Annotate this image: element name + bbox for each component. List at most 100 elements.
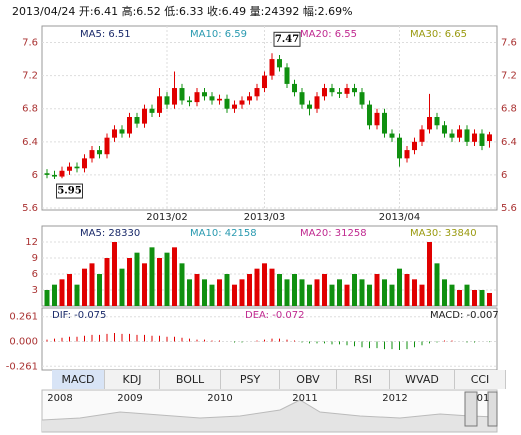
legend-label: MA5: 6.51 <box>80 29 131 40</box>
candle-body <box>374 112 380 126</box>
volume-bar <box>89 263 95 306</box>
indicator-tab[interactable]: MACD <box>52 370 105 389</box>
volume-bar <box>284 279 290 306</box>
candle-body <box>322 88 327 97</box>
candle-body <box>97 150 102 155</box>
legend-label: MA10: 6.59 <box>190 29 247 40</box>
timeline-label: 2008 <box>47 393 72 404</box>
y-tick-label: 6.4 <box>22 137 38 148</box>
y-tick-label: 5.6 <box>501 203 517 214</box>
legend-label: MA5: 28330 <box>80 228 140 239</box>
y-tick-label: 6 <box>32 170 38 181</box>
volume-bar <box>359 279 365 306</box>
volume-bar <box>224 274 230 306</box>
scroll-handle[interactable] <box>487 391 498 427</box>
indicator-tab[interactable]: PSY <box>221 370 280 389</box>
legend-label: MA30: 6.65 <box>410 29 467 40</box>
candle-body <box>404 150 410 159</box>
candle-body <box>352 88 357 93</box>
candle-body <box>292 83 297 93</box>
volume-bar <box>374 274 380 306</box>
candle-body <box>247 96 252 101</box>
volume-bar <box>254 268 260 306</box>
candle-body <box>367 104 372 126</box>
scroll-handle[interactable] <box>464 391 478 427</box>
candle-body <box>74 166 80 169</box>
x-tick-label: 2013/04 <box>379 212 421 223</box>
legend-label: DIF: -0.075 <box>52 310 106 321</box>
volume-bar <box>329 284 335 306</box>
y-tick-label: 6.4 <box>501 137 517 148</box>
candle-body <box>104 137 110 155</box>
candle-body <box>127 117 132 134</box>
indicator-tab[interactable]: WVAD <box>390 370 455 389</box>
indicator-tab[interactable]: BOLL <box>160 370 221 389</box>
candle-body <box>464 129 470 142</box>
candle-body <box>164 96 170 105</box>
candle-body <box>419 129 425 142</box>
volume-bar <box>164 252 170 306</box>
candle-body <box>52 174 57 177</box>
candle-body <box>157 96 162 113</box>
candle-body <box>359 92 365 105</box>
y-tick-label: 9 <box>32 253 38 264</box>
volume-bar <box>59 279 65 306</box>
candle-body <box>172 88 177 105</box>
legend-label: DEA: -0.072 <box>245 310 304 321</box>
volume-bar <box>187 279 192 306</box>
candle-body <box>112 129 117 138</box>
volume-bar <box>352 274 357 306</box>
y-tick-label: 7.6 <box>501 38 517 49</box>
volume-bar <box>179 263 185 306</box>
candle-body <box>202 92 207 97</box>
header: 2013/04/24 开:6.41 高:6.52 低:6.33 收:6.49 量… <box>12 4 353 18</box>
candle-body <box>82 158 87 169</box>
candle-body <box>67 166 72 171</box>
candle-body <box>224 98 230 109</box>
volume-bar <box>232 284 237 306</box>
y-tick-label: 7.6 <box>22 38 38 49</box>
volume-bar <box>479 290 485 306</box>
y-tick-label: 12 <box>25 237 38 248</box>
indicator-tab[interactable]: OBV <box>280 370 337 389</box>
indicator-tab[interactable]: CCI <box>455 370 506 389</box>
candle-body <box>194 92 200 103</box>
volume-bar <box>367 284 372 306</box>
volume-bar <box>74 284 80 306</box>
candle-body <box>209 96 215 101</box>
volume-bar <box>434 263 440 306</box>
volume-bar <box>194 274 200 306</box>
candle-body <box>442 125 447 134</box>
candle-body <box>217 98 222 101</box>
timeline-label: 2010 <box>207 393 232 404</box>
candle-body <box>412 141 417 151</box>
candle-body <box>449 133 455 138</box>
volume-bar <box>389 284 395 306</box>
volume-bar <box>487 292 492 306</box>
price-panel <box>41 25 498 211</box>
volume-bar <box>157 258 162 306</box>
candle-body <box>314 96 320 109</box>
volume-bar <box>457 290 462 306</box>
legend-label: MA10: 42158 <box>190 228 257 239</box>
candle-body <box>187 100 192 103</box>
volume-bar <box>299 279 305 306</box>
candle-body <box>59 170 65 177</box>
candle-body <box>389 133 395 138</box>
y-tick-label: -0.261 <box>6 361 38 372</box>
volume-bar <box>442 279 447 306</box>
volume-bar <box>52 284 57 306</box>
indicator-tab[interactable]: RSI <box>337 370 390 389</box>
candle-body <box>44 173 50 175</box>
legend-label: MACD: -0.007 <box>430 310 499 321</box>
candle-body <box>344 88 350 94</box>
volume-bar <box>337 279 342 306</box>
timeline-label: 2012 <box>382 393 407 404</box>
volume-bar <box>134 252 140 306</box>
volume-bar <box>67 274 72 306</box>
candle-body <box>239 100 245 105</box>
volume-bar <box>472 290 477 306</box>
indicator-tab[interactable]: KDJ <box>105 370 160 389</box>
candle-body <box>277 59 282 68</box>
